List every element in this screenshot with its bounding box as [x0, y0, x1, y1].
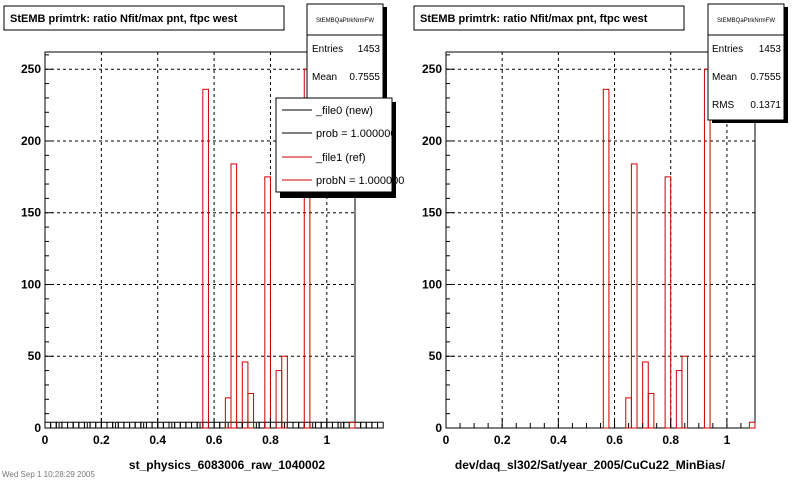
- plot-frame: [445, 51, 756, 429]
- x-tick-label: 0: [42, 433, 49, 447]
- title-box: [3, 5, 285, 31]
- y-tick-label: 200: [422, 134, 442, 148]
- stats-value: 1453: [358, 44, 381, 55]
- stats-value: 1453: [759, 44, 782, 55]
- x-tick-label: 0.8: [662, 433, 679, 447]
- y-tick-label: 0: [435, 421, 442, 435]
- stats-label: Entries: [312, 44, 343, 55]
- x-tick-label: 0.6: [206, 433, 223, 447]
- histogram-bin: [365, 421, 373, 429]
- bars: [602, 68, 756, 429]
- histogram-bin: [664, 176, 672, 429]
- stats-label: Mean: [312, 72, 337, 83]
- legend-label: probN = 1.000000: [316, 175, 404, 187]
- legend-label: _file0 (new): [315, 105, 373, 117]
- stats-label: Entries: [712, 44, 743, 55]
- y-tick-label: 150: [422, 206, 442, 220]
- y-tick-label: 100: [422, 277, 442, 291]
- stats-box: [707, 3, 785, 121]
- y-axis: 0 50 100 150 200 250: [21, 54, 53, 435]
- histogram-bin: [348, 421, 356, 429]
- x-tick-label: 0: [443, 433, 450, 447]
- x-tick-label: 1: [323, 433, 330, 447]
- x-tick-label: 0.8: [262, 433, 279, 447]
- x-tick-label: 1: [724, 433, 731, 447]
- x-axis-title: st_physics_6083006_raw_1040002: [129, 458, 325, 472]
- histogram-bin: [703, 68, 711, 429]
- y-tick-label: 100: [21, 277, 41, 291]
- histogram-bin: [371, 421, 379, 429]
- chart-title: StEMB primtrk: ratio Nfit/max pnt, ftpc …: [420, 13, 648, 25]
- x-tick-label: 0.4: [550, 433, 567, 447]
- x-tick-label: 0.2: [494, 433, 511, 447]
- footer-timestamp: Wed Sep 1 10:28:29 2005: [2, 470, 95, 479]
- y-tick-label: 250: [422, 62, 442, 76]
- stats-value: 0.7555: [750, 72, 781, 83]
- y-tick-label: 0: [34, 421, 41, 435]
- histogram-bin: [202, 88, 209, 429]
- stats-value: 0.7555: [349, 72, 380, 83]
- y-tick-label: 50: [28, 349, 42, 363]
- y-tick-label: 50: [429, 349, 443, 363]
- histogram-panel-right: StEMB primtrk: ratio Nfit/max pnt, ftpc …: [413, 3, 788, 472]
- histogram-bin: [247, 393, 255, 429]
- histogram-bin: [230, 163, 238, 429]
- y-tick-label: 150: [21, 206, 41, 220]
- x-tick-label: 0.4: [149, 433, 166, 447]
- histogram-bin: [748, 421, 756, 429]
- histogram-bin: [264, 176, 271, 429]
- x-axis-title: dev/daq_sl302/Sat/year_2005/CuCu22_MinBi…: [455, 458, 726, 472]
- stats-label: RMS: [712, 100, 735, 111]
- legend-label: _file1 (ref): [315, 152, 366, 164]
- y-tick-label: 200: [21, 134, 41, 148]
- histogram-bin: [354, 421, 362, 429]
- histogram-bin: [647, 393, 655, 429]
- stats-name: StEMBQaPtrkNrmFW: [316, 18, 374, 24]
- histogram-panel-left: StEMB primtrk: ratio Nfit/max pnt, ftpc …: [3, 3, 404, 472]
- title-box: [413, 5, 685, 31]
- legend: [275, 97, 393, 193]
- y-tick-label: 250: [21, 62, 41, 76]
- stats-name: StEMBQaPtrkNrmFW: [717, 18, 775, 24]
- x-axis: 0 0.2 0.4 0.6 0.8 1: [42, 418, 342, 447]
- x-axis: 0 0.2 0.4 0.6 0.8 1: [443, 418, 742, 447]
- stats-box: [306, 3, 384, 111]
- histogram-bin: [377, 421, 384, 429]
- stats-value: 0.1371: [750, 100, 781, 111]
- x-tick-label: 0.2: [93, 433, 110, 447]
- x-tick-label: 0.6: [606, 433, 623, 447]
- histogram-bin: [360, 421, 367, 429]
- y-axis: 0 50 100 150 200 250: [422, 54, 454, 435]
- chart-title: StEMB primtrk: ratio Nfit/max pnt, ftpc …: [10, 13, 238, 25]
- histogram-bin: [630, 163, 638, 429]
- histogram-bin: [602, 88, 610, 429]
- legend-label: prob = 1.000000: [316, 128, 396, 140]
- stats-label: Mean: [712, 72, 737, 83]
